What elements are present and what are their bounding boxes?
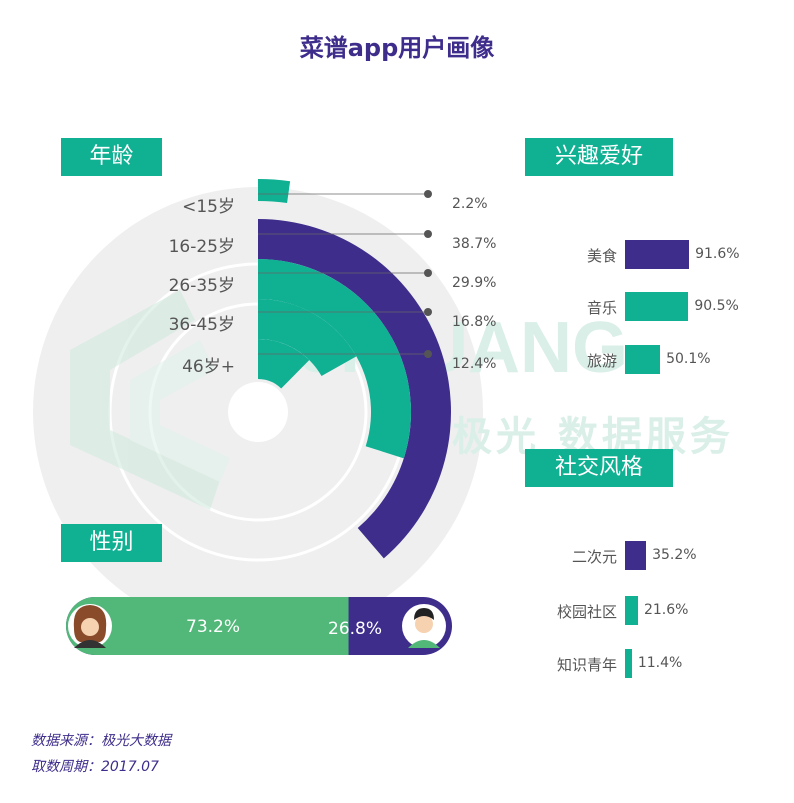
bar-value-label: 35.2% <box>652 546 697 563</box>
female-face-icon <box>81 618 99 636</box>
bar-category-label: 音乐 <box>586 298 617 317</box>
bar-value-label: 21.6% <box>643 601 689 618</box>
bar-value-label: 90.5% <box>694 297 739 314</box>
gender-bar-female <box>66 597 349 655</box>
bar-category-label: 旅游 <box>586 351 617 370</box>
leader-dot <box>424 230 432 238</box>
tag-interest: 兴趣爱好 <box>525 138 673 176</box>
bar <box>625 541 647 570</box>
tag-social: 社交风格 <box>525 449 673 487</box>
radial-center-hole <box>228 382 288 442</box>
chart-title: 菜谱app用户画像 <box>299 34 495 62</box>
age-value-label: 29.9% <box>452 275 497 291</box>
watermark-logo <box>70 290 230 510</box>
age-arc <box>258 339 310 389</box>
male-body-icon <box>408 640 440 648</box>
male-hair-icon <box>414 608 434 620</box>
age-category-label: 46岁+ <box>182 357 235 377</box>
age-arc <box>258 299 357 377</box>
age-arc <box>258 179 291 204</box>
source-line: 数据来源：极光大数据 <box>31 733 171 749</box>
period-line: 取数周期：2017.07 <box>31 759 159 775</box>
bar <box>625 596 638 625</box>
age-arc <box>258 259 411 459</box>
age-category-label: <15岁 <box>182 197 235 217</box>
female-body-icon <box>74 640 106 648</box>
age-value-label: 2.2% <box>452 196 488 212</box>
bar-category-label: 二次元 <box>571 547 617 566</box>
bar-category-label: 知识青年 <box>556 655 617 674</box>
age-category-label: 26-35岁 <box>168 276 235 296</box>
bar-category-label: 美食 <box>586 246 617 265</box>
leader-dot <box>424 350 432 358</box>
age-arc <box>258 219 451 559</box>
bar-category-label: 校园社区 <box>556 602 617 621</box>
bar-value-label: 50.1% <box>666 350 711 367</box>
tag-age: 年龄 <box>61 138 162 176</box>
bar <box>625 240 690 269</box>
age-category-label: 16-25岁 <box>168 237 235 257</box>
age-category-label: 36-45岁 <box>168 315 235 335</box>
tag-gender: 性别 <box>61 524 162 562</box>
leader-dot <box>424 269 432 277</box>
age-value-label: 16.8% <box>452 314 497 330</box>
age-value-label: 38.7% <box>452 236 497 252</box>
bar <box>625 345 661 374</box>
gender-male-value: 26.8% <box>328 619 383 639</box>
male-face-icon <box>415 615 433 633</box>
bar <box>625 292 689 321</box>
bar-value-label: 91.6% <box>695 245 740 262</box>
bar-value-label: 11.4% <box>637 654 683 671</box>
age-value-label: 12.4% <box>452 356 497 372</box>
bar <box>625 649 632 678</box>
leader-dot <box>424 190 432 198</box>
gender-female-value: 73.2% <box>186 617 241 637</box>
leader-dot <box>424 308 432 316</box>
